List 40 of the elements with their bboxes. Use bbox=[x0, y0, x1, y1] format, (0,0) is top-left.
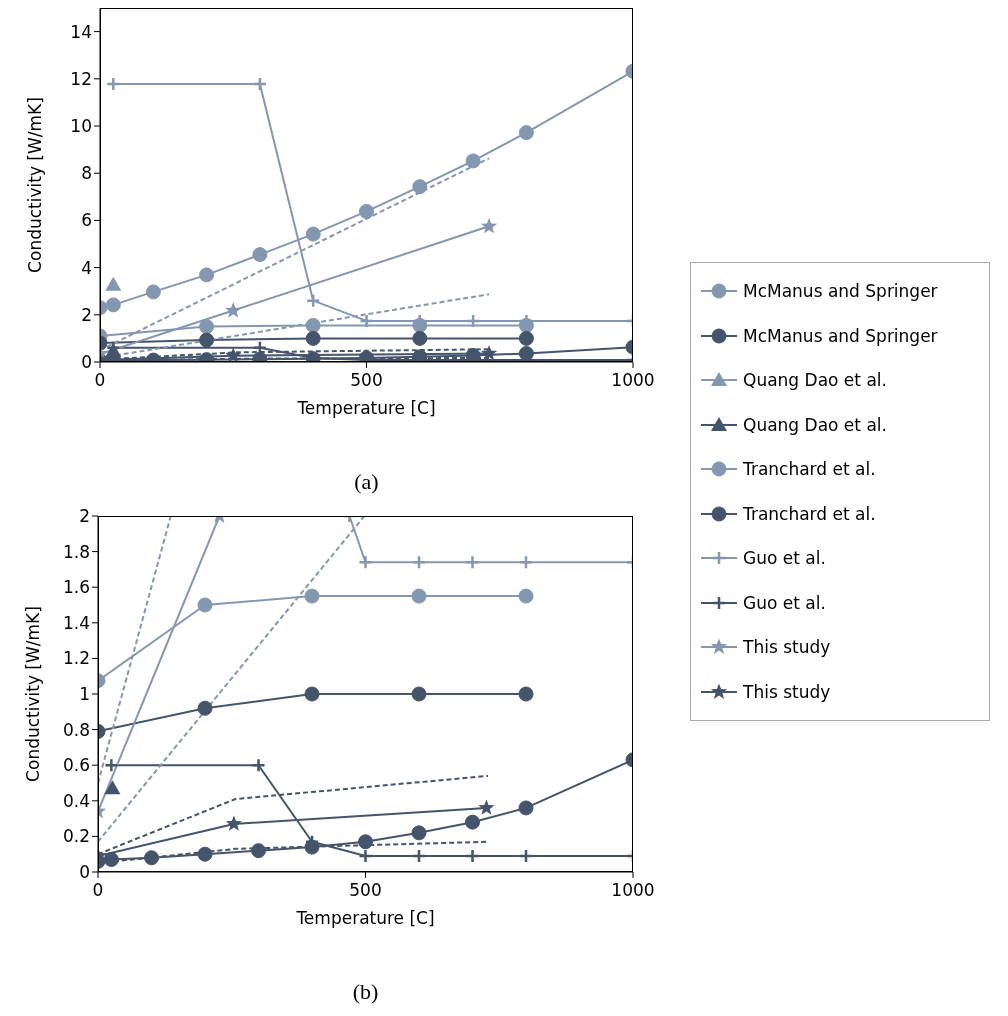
y-tick-label: 1.8 bbox=[62, 541, 90, 562]
y-tick-label: 0.2 bbox=[62, 826, 90, 847]
text: (b) bbox=[351, 978, 380, 1006]
y-tick-label: 0 bbox=[81, 352, 92, 373]
legend-label: This study bbox=[743, 681, 831, 702]
x-tick-label: 1000 bbox=[611, 370, 655, 391]
y-tick-label: 2 bbox=[79, 506, 90, 527]
y-axis-title: Conductivity [W/mK] bbox=[25, 97, 45, 273]
y-tick-label: 6 bbox=[81, 210, 92, 231]
x-tick-label: 500 bbox=[349, 880, 382, 901]
text: (a) bbox=[353, 468, 380, 496]
y-tick-label: 0.8 bbox=[62, 719, 90, 740]
y-tick-label: 12 bbox=[70, 68, 92, 89]
x-axis-title: Temperature [C] bbox=[296, 398, 436, 418]
legend-label: Tranchard et al. bbox=[743, 503, 876, 524]
y-tick-label: 1.2 bbox=[62, 648, 90, 669]
x-tick-label: 0 bbox=[94, 370, 106, 391]
legend-label: McManus and Springer bbox=[743, 325, 938, 346]
y-tick-label: 0.4 bbox=[62, 790, 90, 811]
x-tick-label: 500 bbox=[350, 370, 383, 391]
y-axis-title: Conductivity [W/mK] bbox=[23, 606, 43, 782]
y-tick-label: 1.4 bbox=[62, 612, 90, 633]
y-tick-label: 10 bbox=[70, 116, 92, 137]
legend-label: Quang Dao et al. bbox=[743, 414, 887, 435]
legend-label: Guo et al. bbox=[743, 548, 826, 569]
y-tick-label: 0.6 bbox=[62, 755, 90, 776]
legend-label: Quang Dao et al. bbox=[743, 370, 887, 391]
legend-label: This study bbox=[743, 637, 831, 658]
y-tick-label: 1.6 bbox=[62, 577, 90, 598]
y-tick-label: 1 bbox=[79, 684, 90, 705]
y-tick-label: 8 bbox=[81, 163, 92, 184]
x-tick-label: 1000 bbox=[611, 880, 655, 901]
y-tick-label: 0 bbox=[79, 862, 90, 883]
legend-label: Tranchard et al. bbox=[743, 459, 876, 480]
y-tick-label: 14 bbox=[70, 21, 92, 42]
y-tick-label: 2 bbox=[81, 304, 92, 325]
legend-label: Guo et al. bbox=[743, 592, 826, 613]
y-tick-label: 4 bbox=[81, 257, 92, 278]
legend-label: McManus and Springer bbox=[743, 281, 938, 302]
x-axis-title: Temperature [C] bbox=[295, 908, 435, 928]
